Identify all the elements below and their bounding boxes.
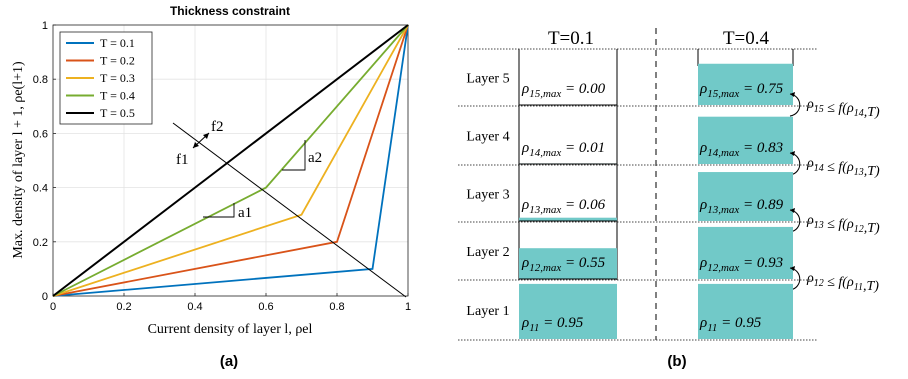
constraint-text: ρ14 ≤ f(ρ13,T)	[806, 156, 880, 179]
y-axis-label: Max. density of layer l + 1, ρe(l+1)	[11, 61, 26, 259]
caption-a: (a)	[220, 353, 238, 370]
right-cell-fill	[698, 63, 793, 105]
x-tick-label: 0.4	[187, 301, 202, 313]
left-cell-fill	[519, 248, 617, 279]
y-tick-label: 0.6	[33, 128, 48, 140]
right-cell-fill	[698, 283, 793, 339]
x-tick-label: 0.6	[258, 301, 273, 313]
left-cell-fill	[519, 217, 617, 221]
left-cell-value: ρ14,max = 0.01	[521, 140, 605, 159]
constraint-text: ρ13 ≤ f(ρ12,T)	[806, 213, 880, 236]
left-cell-value: ρ13,max = 0.06	[521, 197, 606, 216]
layer-row: Layer 3 ρ13,max = 0.06 ρ13,max = 0.89 ρ13 ≤…	[466, 172, 880, 236]
left-cell-fill	[519, 283, 617, 339]
x-tick-label: 0.2	[116, 301, 131, 313]
right-cell-fill	[698, 226, 793, 279]
dependency-arrowhead	[790, 92, 795, 97]
dependency-arrowhead	[790, 151, 795, 156]
f1-label: f1	[176, 152, 189, 168]
y-ticks: 0 0.2 0.4 0.6 0.8 1	[33, 20, 56, 303]
right-cell-value: ρ14,max = 0.83	[699, 140, 783, 159]
right-cell-value: ρ12,max = 0.93	[699, 255, 783, 274]
legend-label-4: T = 0.4	[100, 89, 135, 103]
f2-arrowhead	[203, 133, 209, 139]
series-line-4	[52, 24, 409, 297]
right-cell-value: ρ15,max = 0.75	[699, 81, 784, 100]
layer-row: Layer 2 ρ12,max = 0.55 ρ12,max = 0.93 ρ12 ≤…	[466, 226, 879, 294]
layer-row: Layer 4 ρ14,max = 0.01 ρ14,max = 0.83 ρ14 ≤…	[466, 116, 880, 179]
constraint-text: ρ12 ≤ f(ρ11,T)	[806, 271, 879, 294]
left-cell-value: ρ15,max = 0.00	[521, 81, 606, 100]
tradeoff-line	[172, 122, 407, 298]
right-cell-fill	[698, 116, 793, 164]
legend: T = 0.1 T = 0.2 T = 0.3 T = 0.4 T = 0.5	[59, 31, 153, 125]
caption-b: (b)	[667, 353, 686, 370]
slope-triangle-a2	[282, 140, 306, 171]
series-line-3	[52, 24, 409, 297]
y-tick-label: 0.4	[33, 183, 48, 195]
layer-row: Layer 5 ρ15,max = 0.00 ρ15,max = 0.75 ρ15 ≤…	[466, 63, 880, 120]
a2-label: a2	[308, 150, 322, 166]
y-tick-label: 0	[42, 291, 48, 303]
panel-a-chart: Thickness constraint 0 0.2 0.4 0.6 0.8 1 0 0.2…	[11, 4, 411, 370]
layer-rows: Layer 5 ρ15,max = 0.00 ρ15,max = 0.75 ρ15 ≤…	[458, 48, 880, 341]
series-line-2	[52, 24, 409, 297]
column-header-t04: T=0.4	[723, 28, 770, 49]
plot-frame	[52, 24, 409, 297]
legend-label-5: T = 0.5	[100, 106, 135, 120]
layer-label: Layer 1	[466, 304, 509, 319]
y-tick-label: 1	[42, 20, 48, 32]
right-cell-fill	[698, 172, 793, 221]
left-cell-value: ρ12,max = 0.55	[521, 255, 606, 274]
x-tick-label: 0	[50, 301, 56, 313]
layer-row: Layer 1 ρ11 = 0.95 ρ11 = 0.95	[466, 283, 793, 339]
layer-label: Layer 4	[466, 130, 509, 145]
left-cell-value: ρ11 = 0.95	[521, 315, 584, 334]
right-cell-value: ρ11 = 0.95	[699, 315, 762, 334]
y-tick-label: 0.8	[33, 74, 48, 86]
layer-label: Layer 3	[466, 188, 509, 203]
layer-label: Layer 2	[466, 245, 509, 260]
x-tick-label: 0.8	[329, 301, 344, 313]
x-ticks: 0 0.2 0.4 0.6 0.8 1	[50, 293, 411, 313]
x-tick-label: 1	[405, 301, 411, 313]
panel-b-layers: T=0.1 T=0.4 Layer 5 ρ15,max = 0.00 ρ15,max…	[458, 28, 880, 370]
y-tick-label: 0.2	[33, 237, 48, 249]
f2-label: f2	[211, 119, 224, 135]
f1-arrowhead	[193, 142, 199, 148]
legend-label-3: T = 0.3	[100, 71, 135, 85]
legend-label-2: T = 0.2	[100, 54, 135, 68]
a1-label: a1	[238, 205, 252, 221]
legend-label-1: T = 0.1	[100, 36, 135, 50]
layer-label: Layer 5	[466, 72, 509, 87]
dependency-arrowhead	[790, 208, 795, 213]
column-header-t01: T=0.1	[548, 28, 594, 49]
series-line-5	[52, 24, 409, 297]
constraint-text: ρ15 ≤ f(ρ14,T)	[806, 97, 880, 120]
series-lines	[52, 24, 409, 297]
chart-title: Thickness constraint	[170, 4, 290, 18]
right-cell-value: ρ13,max = 0.89	[699, 197, 784, 216]
x-axis-label: Current density of layer l, ρel	[148, 322, 313, 337]
slope-triangle-a1	[203, 203, 235, 218]
dependency-arrowhead	[790, 266, 795, 271]
series-line-1	[52, 24, 409, 297]
